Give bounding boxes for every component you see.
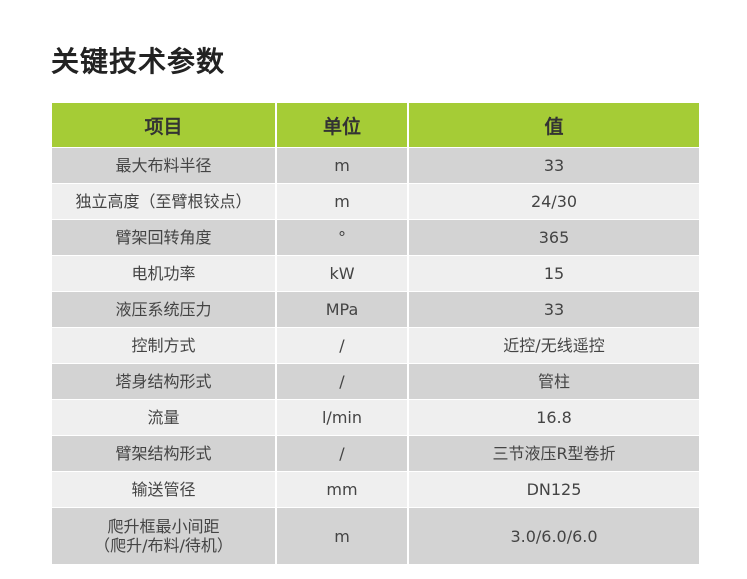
cell-unit: MPa <box>277 292 407 327</box>
cell-value: 3.0/6.0/6.0 <box>409 508 699 564</box>
cell-item: 输送管径 <box>52 472 275 507</box>
table-row: 控制方式 / 近控/无线遥控 <box>52 328 699 363</box>
table-row: 最大布料半径 m 33 <box>52 148 699 183</box>
cell-unit: / <box>277 328 407 363</box>
header-item: 项目 <box>52 103 275 147</box>
table-row: 液压系统压力 MPa 33 <box>52 292 699 327</box>
cell-unit: m <box>277 148 407 183</box>
cell-unit: / <box>277 436 407 471</box>
table-row: 输送管径 mm DN125 <box>52 472 699 507</box>
table-row: 臂架结构形式 / 三节液压R型卷折 <box>52 436 699 471</box>
spec-table: 项目 单位 值 最大布料半径 m 33 独立高度（至臂根铰点） m 24/30 臂架回转角度… <box>50 102 701 565</box>
header-unit: 单位 <box>277 103 407 147</box>
cell-value: 近控/无线遥控 <box>409 328 699 363</box>
cell-unit: / <box>277 364 407 399</box>
cell-value: 15 <box>409 256 699 291</box>
cell-value: 管柱 <box>409 364 699 399</box>
cell-item: 液压系统压力 <box>52 292 275 327</box>
cell-value: 365 <box>409 220 699 255</box>
cell-unit: kW <box>277 256 407 291</box>
table-header-row: 项目 单位 值 <box>52 103 699 147</box>
cell-value: DN125 <box>409 472 699 507</box>
cell-item: 最大布料半径 <box>52 148 275 183</box>
cell-item: 电机功率 <box>52 256 275 291</box>
cell-unit: ° <box>277 220 407 255</box>
cell-item: 流量 <box>52 400 275 435</box>
table-row: 流量 l/min 16.8 <box>52 400 699 435</box>
cell-item: 塔身结构形式 <box>52 364 275 399</box>
cell-item: 臂架结构形式 <box>52 436 275 471</box>
cell-unit: mm <box>277 472 407 507</box>
table-row: 塔身结构形式 / 管柱 <box>52 364 699 399</box>
table-row: 爬升框最小间距 （爬升/布料/待机） m 3.0/6.0/6.0 <box>52 508 699 564</box>
table-row: 电机功率 kW 15 <box>52 256 699 291</box>
table-row: 臂架回转角度 ° 365 <box>52 220 699 255</box>
cell-value: 33 <box>409 148 699 183</box>
page-title: 关键技术参数 <box>51 45 226 78</box>
cell-value: 24/30 <box>409 184 699 219</box>
cell-item: 臂架回转角度 <box>52 220 275 255</box>
cell-item: 控制方式 <box>52 328 275 363</box>
cell-value: 16.8 <box>409 400 699 435</box>
cell-unit: l/min <box>277 400 407 435</box>
cell-unit: m <box>277 508 407 564</box>
header-value: 值 <box>409 103 699 147</box>
cell-value: 33 <box>409 292 699 327</box>
cell-item: 爬升框最小间距 （爬升/布料/待机） <box>52 508 275 564</box>
table-row: 独立高度（至臂根铰点） m 24/30 <box>52 184 699 219</box>
cell-unit: m <box>277 184 407 219</box>
cell-item: 独立高度（至臂根铰点） <box>52 184 275 219</box>
cell-value: 三节液压R型卷折 <box>409 436 699 471</box>
